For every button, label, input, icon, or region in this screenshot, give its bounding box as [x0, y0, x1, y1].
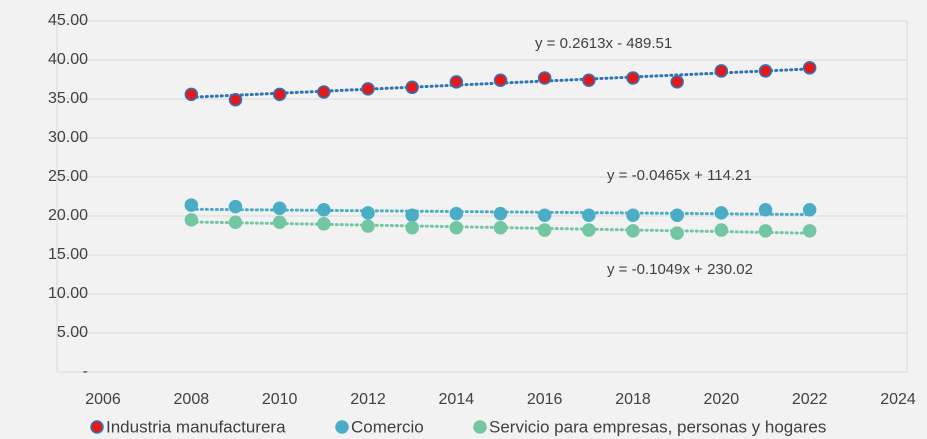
x-tick-label: 2016	[527, 391, 563, 408]
data-point	[670, 226, 684, 240]
x-tick-label: 2020	[704, 391, 740, 408]
data-point	[272, 87, 287, 102]
trendline-equation: y = 0.2613x - 489.51	[535, 35, 672, 52]
x-tick-label: 2008	[174, 391, 210, 408]
y-tick-label: 45.00	[48, 12, 88, 29]
y-tick-label: 15.00	[48, 246, 88, 263]
x-tick-label: 2024	[880, 391, 916, 408]
data-point	[537, 71, 552, 85]
x-tick-label: 2006	[85, 391, 121, 408]
y-tick-label: 10.00	[48, 285, 88, 302]
trendline-equation: y = -0.0465x + 114.21	[607, 167, 752, 184]
data-point	[802, 61, 817, 75]
data-point	[272, 201, 287, 215]
data-point	[582, 73, 596, 88]
data-point	[626, 224, 640, 238]
data-point	[184, 87, 199, 102]
data-point	[361, 206, 375, 220]
data-point	[714, 223, 729, 237]
data-point	[405, 208, 419, 222]
data-point	[228, 199, 243, 214]
data-point	[361, 219, 375, 233]
legend-label: Comercio	[351, 417, 424, 436]
y-tick-label: 40.00	[48, 51, 88, 68]
data-point	[449, 206, 464, 221]
data-point	[626, 208, 640, 222]
data-point	[758, 224, 773, 238]
data-point	[802, 224, 817, 238]
data-point	[317, 217, 331, 231]
data-point	[405, 220, 419, 235]
legend-marker	[335, 420, 349, 434]
data-point	[317, 85, 331, 99]
data-point	[317, 203, 331, 217]
x-tick-label: 2012	[350, 391, 386, 408]
legend-label: Servicio para empresas, personas y hogar…	[489, 417, 826, 436]
data-point	[582, 223, 596, 237]
data-point	[361, 82, 375, 96]
y-tick-label: -	[83, 363, 88, 380]
data-point	[537, 223, 552, 237]
x-tick-label: 2018	[615, 391, 651, 408]
data-point	[493, 220, 508, 235]
y-tick-label: 35.00	[48, 90, 88, 107]
data-point	[493, 73, 508, 88]
legend-marker	[90, 420, 104, 434]
data-point	[626, 71, 640, 85]
data-point	[670, 208, 684, 222]
data-point	[449, 75, 464, 89]
data-point	[758, 203, 773, 217]
data-point	[670, 75, 684, 89]
data-point	[493, 206, 508, 221]
data-point	[758, 64, 773, 78]
data-point	[714, 64, 729, 78]
x-tick-label: 2014	[439, 391, 475, 408]
data-point	[184, 198, 199, 212]
data-point	[228, 215, 243, 229]
data-point	[449, 220, 464, 235]
y-tick-label: 5.00	[57, 324, 88, 341]
legend-marker	[473, 420, 487, 434]
y-tick-label: 30.00	[48, 129, 88, 146]
data-point	[537, 208, 552, 222]
data-point	[272, 215, 287, 229]
data-point	[184, 213, 199, 227]
x-tick-label: 2010	[262, 391, 298, 408]
data-point	[714, 206, 729, 220]
y-tick-label: 25.00	[48, 168, 88, 185]
x-tick-label: 2022	[792, 391, 828, 408]
legend-label: Industria manufacturera	[106, 417, 286, 436]
data-point	[582, 208, 596, 222]
y-tick-label: 20.00	[48, 207, 88, 224]
data-point	[405, 80, 419, 95]
data-point	[802, 203, 817, 217]
data-point	[228, 93, 243, 107]
trendline-equation: y = -0.1049x + 230.02	[607, 261, 753, 278]
legend: Industria manufacturera Comercio Servicio …	[90, 417, 826, 436]
